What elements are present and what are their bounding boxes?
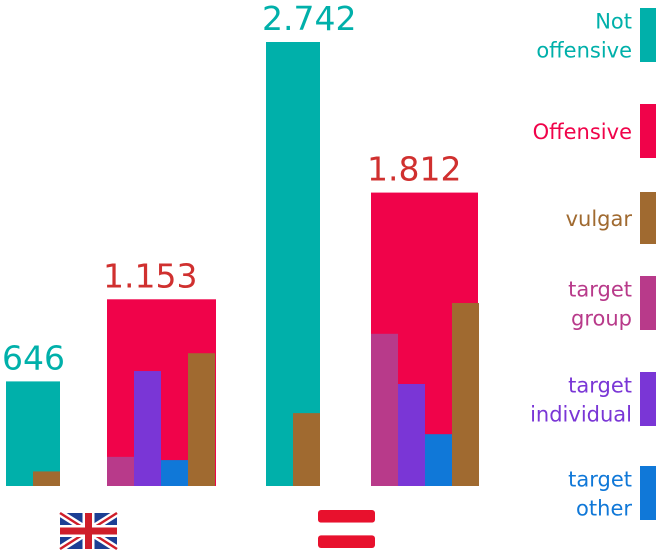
legend-swatch-target-group	[640, 276, 656, 330]
value-label: 1.153	[103, 256, 197, 295]
legend-label: individual	[530, 403, 632, 427]
austria-flag-middle-stripe	[318, 522, 375, 536]
legend-swatch-not-offensive	[640, 8, 656, 62]
legend-label: target	[568, 374, 632, 398]
legend-swatch-target-individual	[640, 372, 656, 426]
sub-bar-target-group	[371, 333, 398, 486]
sub-bar-vulgar	[452, 303, 479, 486]
legend-swatch-target-other	[640, 466, 656, 520]
value-label: 2.742	[262, 0, 356, 38]
value-label: 646	[2, 338, 65, 377]
uk-flag-cross-red	[85, 513, 92, 549]
legend-label: vulgar	[566, 207, 633, 231]
legend-swatch-offensive	[640, 104, 656, 158]
legend-label: Not	[595, 10, 632, 34]
legend-label: group	[571, 307, 632, 331]
sub-bar-vulgar	[33, 471, 60, 486]
sub-bar-target-individual	[134, 371, 161, 486]
legend-label: other	[576, 497, 632, 521]
sub-bar-vulgar	[188, 353, 215, 486]
legend-label: Offensive	[533, 120, 632, 144]
bar-not-offensive	[6, 381, 60, 486]
sub-bar-target-individual	[398, 383, 425, 486]
sub-bar-target-group	[107, 456, 134, 486]
legend-label: target	[568, 278, 632, 302]
legend-label: offensive	[536, 39, 632, 63]
legend-label: target	[568, 468, 632, 492]
legend-swatch-vulgar	[640, 192, 656, 244]
sub-bar-target-other	[161, 460, 188, 486]
austria-flag-bottom-stripe	[318, 535, 375, 548]
austria-flag-top-stripe	[318, 510, 375, 523]
sub-bar-target-other	[425, 434, 452, 486]
bar-not-offensive	[266, 42, 320, 486]
sub-bar-vulgar	[293, 413, 320, 486]
value-label: 1.812	[367, 150, 461, 189]
